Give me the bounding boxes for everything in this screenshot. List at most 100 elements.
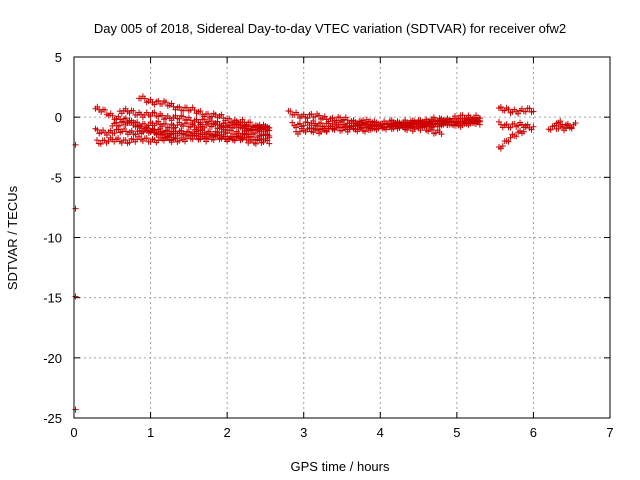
data-point bbox=[497, 104, 504, 111]
data-point bbox=[287, 108, 294, 115]
y-tick-label: -5 bbox=[50, 170, 62, 185]
data-point bbox=[438, 115, 445, 122]
data-point bbox=[214, 132, 221, 139]
data-point bbox=[218, 111, 225, 118]
data-point bbox=[122, 137, 129, 144]
data-point bbox=[386, 123, 393, 130]
data-point bbox=[72, 293, 79, 300]
y-tick-label: -25 bbox=[43, 411, 62, 426]
data-point bbox=[520, 128, 527, 135]
data-point bbox=[241, 124, 248, 131]
data-point bbox=[180, 107, 187, 114]
data-point bbox=[197, 108, 204, 115]
y-tick-label: -10 bbox=[43, 231, 62, 246]
data-point bbox=[116, 122, 123, 129]
x-tick-label: 4 bbox=[377, 425, 384, 440]
data-point bbox=[147, 128, 154, 135]
data-point bbox=[147, 96, 154, 103]
plot-frame bbox=[73, 56, 611, 419]
data-point bbox=[409, 117, 416, 124]
data-point bbox=[115, 135, 122, 142]
data-point bbox=[151, 109, 158, 116]
data-point bbox=[157, 125, 164, 132]
data-point bbox=[72, 406, 79, 413]
data-point bbox=[164, 128, 171, 135]
data-point bbox=[231, 137, 238, 144]
data-point bbox=[203, 135, 210, 142]
data-point bbox=[128, 127, 135, 134]
data-point bbox=[499, 143, 506, 150]
data-point bbox=[317, 119, 324, 126]
data-point bbox=[145, 122, 152, 129]
data-point bbox=[94, 103, 101, 110]
data-point bbox=[505, 138, 512, 145]
data-point bbox=[557, 118, 564, 125]
data-point bbox=[522, 108, 529, 115]
data-point bbox=[572, 120, 579, 127]
data-point bbox=[235, 133, 242, 140]
data-point bbox=[331, 125, 338, 132]
data-point bbox=[530, 123, 537, 130]
y-tick-label: -15 bbox=[43, 291, 62, 306]
data-point bbox=[147, 139, 154, 146]
data-point bbox=[205, 120, 211, 127]
data-point bbox=[448, 118, 455, 125]
data-point bbox=[72, 141, 79, 148]
data-point bbox=[109, 112, 116, 119]
data-point bbox=[180, 113, 187, 120]
data-point bbox=[296, 128, 303, 135]
data-point bbox=[105, 138, 112, 145]
data-point bbox=[183, 119, 190, 126]
data-point bbox=[166, 124, 173, 131]
x-tick-label: 6 bbox=[530, 425, 537, 440]
data-point bbox=[361, 128, 368, 135]
x-tick-label: 1 bbox=[147, 425, 154, 440]
data-point bbox=[168, 100, 175, 107]
chart-title: Day 005 of 2018, Sidereal Day-to-day VTE… bbox=[94, 21, 566, 36]
data-point bbox=[138, 123, 144, 130]
data-point bbox=[505, 106, 512, 113]
data-point bbox=[294, 111, 301, 118]
data-point bbox=[515, 110, 522, 117]
data-point bbox=[191, 122, 198, 129]
data-point bbox=[568, 124, 575, 131]
data-point bbox=[183, 104, 190, 111]
data-point bbox=[339, 118, 345, 125]
x-tick-label: 7 bbox=[606, 425, 613, 440]
data-point bbox=[266, 140, 273, 147]
data-point bbox=[310, 125, 317, 132]
data-point bbox=[427, 119, 434, 126]
data-point bbox=[155, 118, 162, 125]
data-point bbox=[113, 119, 120, 126]
data-point bbox=[455, 115, 462, 122]
data-point bbox=[111, 130, 118, 137]
data-point bbox=[262, 123, 269, 130]
data-point bbox=[93, 137, 100, 144]
data-point bbox=[379, 121, 386, 128]
x-tick-label: 2 bbox=[224, 425, 231, 440]
data-point bbox=[264, 137, 271, 144]
data-point bbox=[155, 97, 162, 104]
data-point bbox=[530, 108, 537, 115]
data-point bbox=[159, 112, 166, 119]
data-point bbox=[160, 137, 167, 144]
data-point bbox=[392, 123, 399, 130]
data-point bbox=[206, 130, 213, 137]
data-point bbox=[176, 103, 183, 110]
data-point bbox=[421, 119, 428, 126]
data-point bbox=[243, 136, 250, 143]
y-axis-label: SDTVAR / TECUs bbox=[5, 185, 20, 290]
data-point bbox=[260, 139, 267, 146]
data-point bbox=[122, 115, 129, 122]
data-point bbox=[335, 121, 342, 128]
data-point bbox=[233, 121, 240, 128]
data-point bbox=[503, 121, 510, 128]
x-tick-label: 5 bbox=[453, 425, 460, 440]
data-points bbox=[72, 93, 579, 413]
data-point bbox=[507, 124, 514, 131]
data-point bbox=[162, 99, 169, 106]
data-point bbox=[130, 107, 137, 114]
data-point bbox=[226, 115, 233, 122]
data-point bbox=[201, 124, 208, 131]
